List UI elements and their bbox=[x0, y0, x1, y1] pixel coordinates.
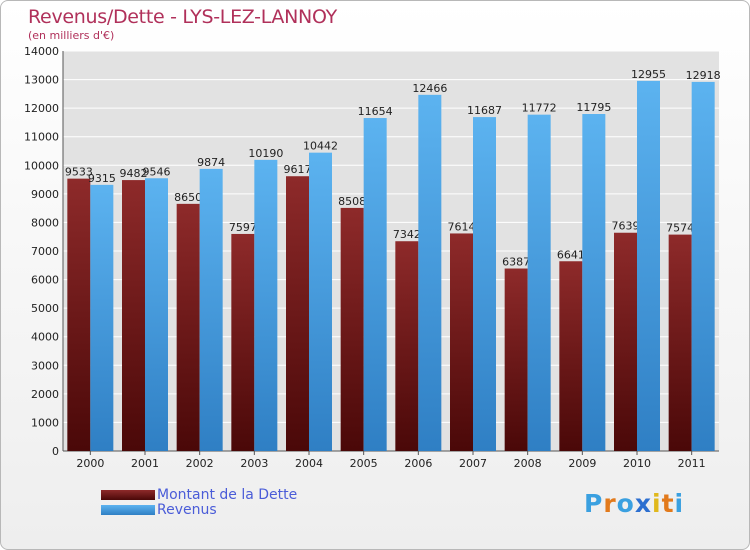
data-label-revenue: 11687 bbox=[467, 104, 502, 117]
data-label-debt: 8508 bbox=[338, 195, 366, 208]
data-label-debt: 8650 bbox=[174, 191, 202, 204]
y-tick-label: 10000 bbox=[24, 159, 59, 172]
legend-label-revenue: Revenus bbox=[157, 501, 217, 518]
bar-revenue bbox=[309, 152, 332, 451]
data-label-debt: 7597 bbox=[229, 221, 257, 234]
data-label-debt: 6641 bbox=[557, 248, 585, 261]
bar-revenue bbox=[637, 80, 660, 451]
bar-debt bbox=[176, 203, 200, 451]
y-tick-label: 8000 bbox=[31, 216, 59, 229]
data-label-revenue: 11654 bbox=[358, 105, 393, 118]
logo-letter: r bbox=[603, 489, 617, 518]
y-tick-label: 14000 bbox=[24, 45, 59, 58]
y-tick-label: 2000 bbox=[31, 388, 59, 401]
legend-swatch-revenue bbox=[101, 504, 155, 515]
bar-revenue bbox=[527, 114, 551, 452]
bar-debt bbox=[668, 234, 692, 451]
x-tick-label: 2009 bbox=[568, 457, 596, 470]
legend-label-debt: Montant de la Dette bbox=[157, 486, 298, 503]
data-label-revenue: 11795 bbox=[576, 101, 611, 114]
x-tick-label: 2010 bbox=[623, 457, 651, 470]
y-tick-label: 0 bbox=[52, 445, 59, 458]
bar-revenue bbox=[691, 81, 715, 452]
y-tick-label: 6000 bbox=[31, 274, 59, 287]
logo-letter: t bbox=[661, 489, 675, 518]
y-tick-label: 13000 bbox=[24, 74, 59, 87]
data-label-revenue: 9546 bbox=[143, 165, 171, 178]
legend-item-revenue: Revenus bbox=[101, 501, 297, 518]
data-label-debt: 9617 bbox=[284, 163, 312, 176]
data-label-revenue: 12466 bbox=[412, 82, 447, 95]
bar-debt bbox=[340, 207, 364, 451]
bar-revenue bbox=[363, 118, 387, 452]
logo-letter: i bbox=[674, 489, 685, 518]
logo-letter: o bbox=[616, 489, 635, 518]
x-tick-label: 2004 bbox=[295, 457, 323, 470]
y-tick-label: 11000 bbox=[24, 131, 59, 144]
bar-debt bbox=[395, 241, 419, 451]
proxiti-logo: Proxiti bbox=[584, 489, 684, 518]
chart-subtitle: (en milliers d'€) bbox=[28, 29, 115, 42]
y-tick-label: 5000 bbox=[31, 302, 59, 315]
data-label-debt: 7614 bbox=[448, 220, 476, 233]
y-tick-label: 12000 bbox=[24, 102, 59, 115]
bar-debt bbox=[122, 180, 145, 452]
logo-letter: i bbox=[652, 489, 662, 518]
y-tick-label: 3000 bbox=[31, 359, 59, 372]
legend-item-debt: Montant de la Dette bbox=[101, 486, 298, 503]
logo-letter: x bbox=[634, 489, 652, 518]
x-tick-label: 2007 bbox=[459, 457, 487, 470]
bar-revenue bbox=[145, 178, 168, 451]
data-label-debt: 9482 bbox=[120, 167, 148, 180]
x-tick-label: 2006 bbox=[404, 457, 432, 470]
bar-revenue bbox=[418, 94, 442, 451]
y-tick-label: 4000 bbox=[31, 331, 59, 344]
data-label-revenue: 9874 bbox=[197, 156, 225, 169]
bar-debt bbox=[231, 233, 255, 451]
bar-debt bbox=[286, 176, 309, 451]
data-label-revenue: 12955 bbox=[631, 68, 666, 81]
data-label-revenue: 10190 bbox=[248, 147, 283, 160]
legend: Montant de la Dette Revenus bbox=[101, 486, 298, 518]
y-tick-label: 1000 bbox=[31, 416, 59, 429]
bar-revenue bbox=[473, 117, 496, 451]
x-tick-label: 2005 bbox=[350, 457, 378, 470]
data-label-revenue: 10442 bbox=[303, 140, 338, 153]
data-label-debt: 6387 bbox=[502, 256, 530, 269]
bar-revenue bbox=[90, 184, 114, 451]
data-label-debt: 7639 bbox=[612, 220, 640, 233]
bar-debt bbox=[614, 232, 637, 451]
data-label-revenue: 11772 bbox=[522, 102, 557, 115]
logo-letter: P bbox=[584, 489, 604, 518]
y-tick-label: 7000 bbox=[31, 245, 59, 258]
x-tick-label: 2000 bbox=[76, 457, 104, 470]
x-tick-label: 2001 bbox=[131, 457, 159, 470]
bar-revenue bbox=[254, 159, 278, 451]
bar-debt bbox=[559, 261, 583, 451]
x-tick-label: 2008 bbox=[514, 457, 542, 470]
x-tick-label: 2003 bbox=[240, 457, 268, 470]
bar-debt bbox=[450, 233, 473, 451]
bar-debt bbox=[67, 178, 91, 451]
legend-swatch-debt bbox=[101, 489, 155, 500]
bar-revenue bbox=[199, 168, 223, 451]
data-label-revenue: 9315 bbox=[88, 172, 116, 185]
data-label-revenue: 12918 bbox=[686, 69, 721, 82]
bar-debt bbox=[504, 268, 528, 451]
data-label-debt: 7574 bbox=[666, 222, 694, 235]
data-label-debt: 7342 bbox=[393, 228, 421, 241]
x-tick-label: 2011 bbox=[678, 457, 706, 470]
y-tick-label: 9000 bbox=[31, 188, 59, 201]
chart-title: Revenus/Dette - LYS-LEZ-LANNOY bbox=[28, 6, 337, 28]
bar-revenue bbox=[582, 114, 606, 451]
data-label-debt: 9533 bbox=[65, 166, 93, 179]
x-tick-label: 2002 bbox=[186, 457, 214, 470]
